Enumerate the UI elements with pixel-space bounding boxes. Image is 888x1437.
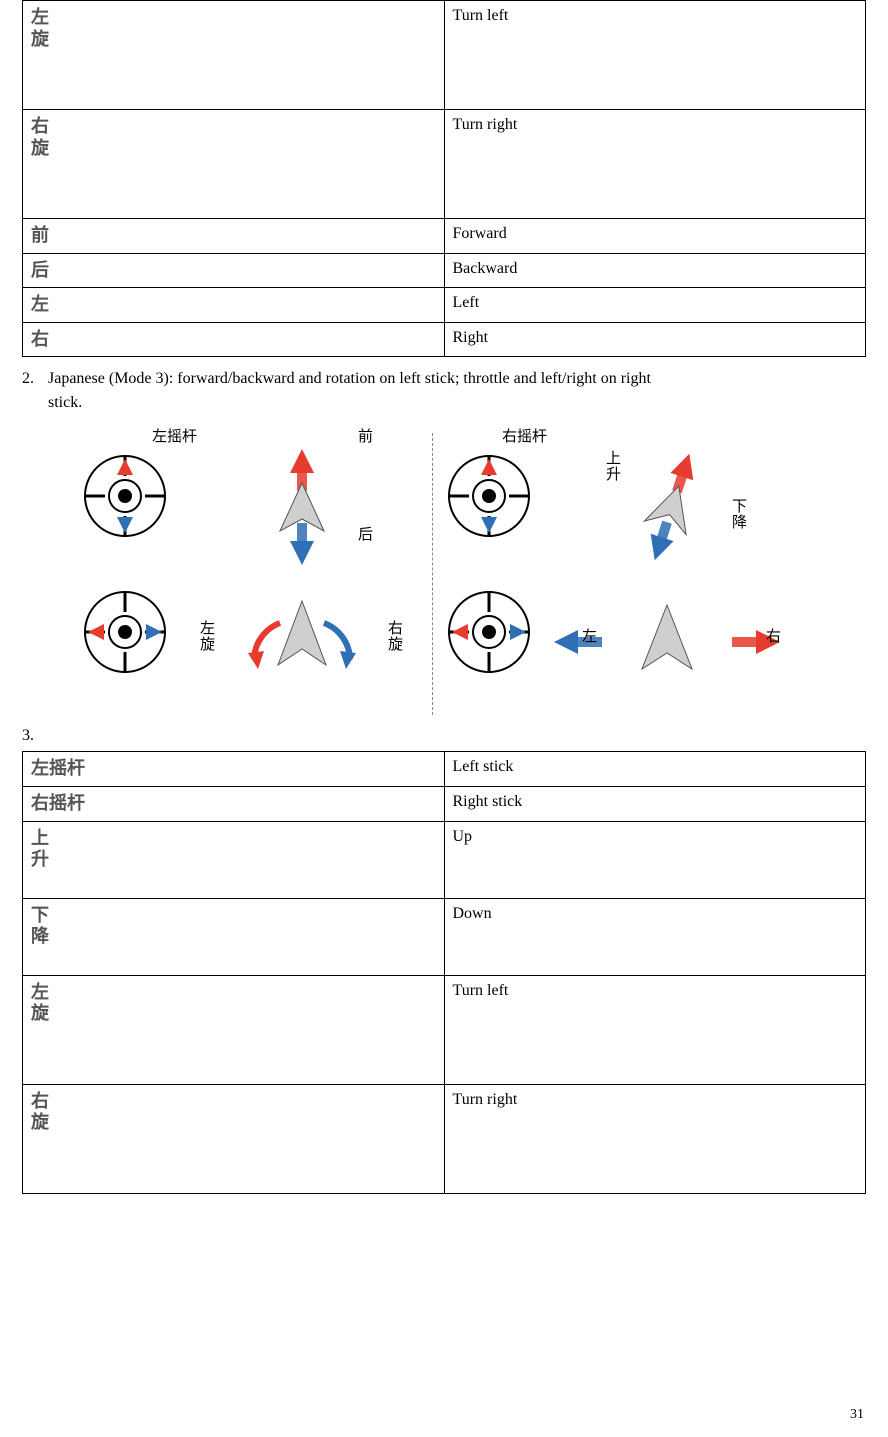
table-row: 右Right <box>23 322 866 357</box>
english-cell: Left stick <box>444 752 866 787</box>
diagram-right-half: 右摇杆 <box>432 429 802 719</box>
list-number-2: 2. <box>22 367 48 391</box>
chinese-cell: 左旋 <box>23 1 445 110</box>
chinese-cell: 右 <box>23 322 445 357</box>
table-row: 右旋Turn right <box>23 110 866 219</box>
mode3-diagram: 左摇杆 <box>62 429 802 719</box>
table-row: 右旋Turn right <box>23 1084 866 1193</box>
chinese-cell: 下降 <box>23 898 445 975</box>
english-cell: Turn right <box>444 110 866 219</box>
left-stick-top-icon <box>82 453 168 539</box>
left-stick-title: 左摇杆 <box>152 429 197 445</box>
left-stick-bottom-icon <box>82 589 168 675</box>
table-row: 下降Down <box>23 898 866 975</box>
chinese-cell: 右旋 <box>23 1084 445 1193</box>
chinese-cell: 后 <box>23 253 445 288</box>
table-row: 上升Up <box>23 821 866 898</box>
label-turn-left: 左 旋 <box>200 621 216 653</box>
chinese-cell: 上升 <box>23 821 445 898</box>
right-stick-top-icon <box>446 453 532 539</box>
right-stick-bottom-icon <box>446 589 532 675</box>
english-cell: Right <box>444 322 866 357</box>
mode3-line1: Japanese (Mode 3): forward/backward and … <box>48 370 651 387</box>
english-cell: Up <box>444 821 866 898</box>
aircraft-rotate-icon <box>192 591 412 691</box>
table-row: 左旋Turn left <box>23 975 866 1084</box>
mode3-line2: stick. <box>22 394 82 411</box>
right-stick-title: 右摇杆 <box>502 429 547 445</box>
mode3-description: 2.Japanese (Mode 3): forward/backward an… <box>22 367 866 415</box>
english-cell: Right stick <box>444 786 866 821</box>
english-cell: Backward <box>444 253 866 288</box>
label-right: 右 <box>766 629 781 645</box>
aircraft-forward-back-icon <box>222 447 382 567</box>
chinese-cell: 左 <box>23 288 445 323</box>
table-row: 前Forward <box>23 219 866 254</box>
diagram-left-half: 左摇杆 <box>62 429 432 719</box>
english-cell: Turn left <box>444 1 866 110</box>
table-row: 左Left <box>23 288 866 323</box>
list-number-3: 3. <box>22 727 866 745</box>
translation-table-2: 左摇杆Left stick右摇杆Right stick上升Up下降Down左旋T… <box>22 751 866 1193</box>
label-back: 后 <box>358 527 373 543</box>
chinese-cell: 右旋 <box>23 110 445 219</box>
table-row: 左旋Turn left <box>23 1 866 110</box>
label-down: 下 降 <box>732 499 748 531</box>
label-up: 上 升 <box>606 451 622 483</box>
english-cell: Left <box>444 288 866 323</box>
table-row: 右摇杆Right stick <box>23 786 866 821</box>
chinese-cell: 右摇杆 <box>23 786 445 821</box>
english-cell: Forward <box>444 219 866 254</box>
english-cell: Turn left <box>444 975 866 1084</box>
chinese-cell: 左摇杆 <box>23 752 445 787</box>
table-row: 后Backward <box>23 253 866 288</box>
chinese-cell: 左旋 <box>23 975 445 1084</box>
page-number: 31 <box>850 1407 864 1423</box>
label-front: 前 <box>358 429 373 445</box>
english-cell: Down <box>444 898 866 975</box>
translation-table-1: 左旋Turn left右旋Turn right前Forward后Backward… <box>22 0 866 357</box>
label-left: 左 <box>582 629 597 645</box>
label-turn-right: 右 旋 <box>388 621 404 653</box>
chinese-cell: 前 <box>23 219 445 254</box>
english-cell: Turn right <box>444 1084 866 1193</box>
table-row: 左摇杆Left stick <box>23 752 866 787</box>
